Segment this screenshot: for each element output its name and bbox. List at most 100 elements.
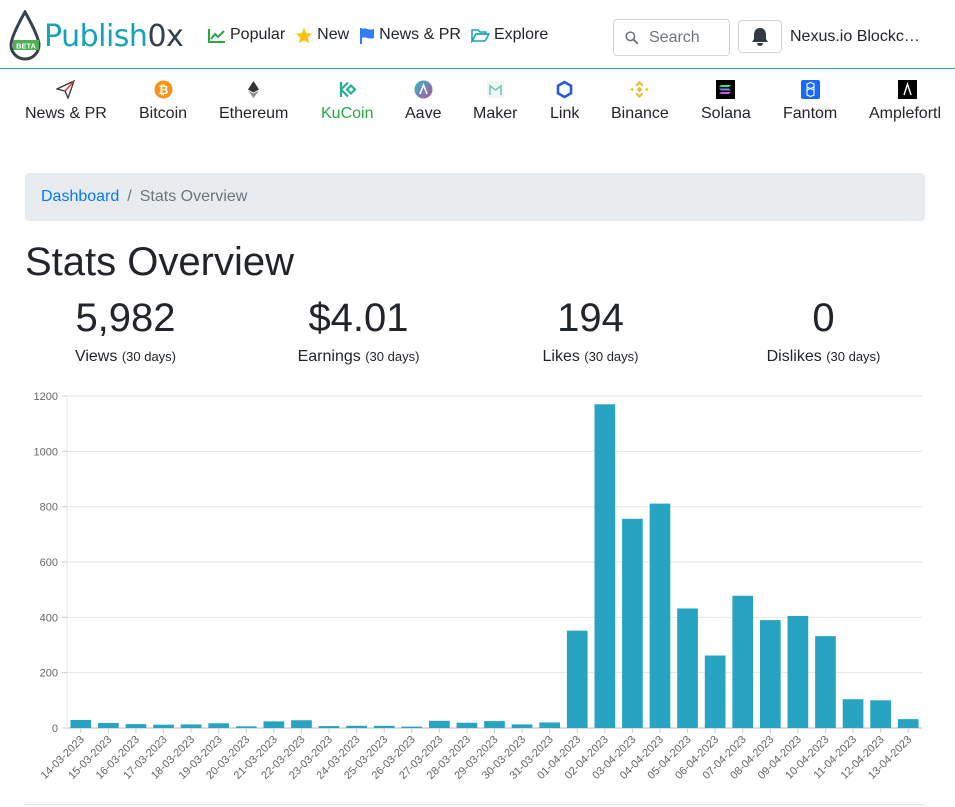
stat-views-value: 5,982	[75, 296, 176, 340]
kucoin-icon	[338, 80, 357, 99]
stat-earnings-label: Earnings (30 days)	[297, 348, 420, 365]
chainlink-icon	[555, 80, 574, 99]
maker-icon	[486, 80, 505, 99]
bar	[153, 724, 174, 728]
paper-plane-icon	[56, 80, 76, 99]
logo-wordmark: Publish0x	[44, 18, 184, 54]
page-title: Stats Overview	[25, 240, 294, 284]
notifications-button[interactable]	[738, 20, 782, 53]
coin-aave[interactable]: Aave	[405, 80, 441, 123]
coin-ethereum[interactable]: Ethereum	[219, 80, 288, 123]
bar	[787, 615, 809, 728]
stat-likes-value: 194	[557, 296, 624, 340]
ampleforth-icon	[898, 80, 918, 99]
bar	[870, 700, 891, 728]
coin-solana[interactable]: Solana	[701, 80, 751, 123]
bar	[842, 699, 864, 728]
bar	[594, 404, 616, 728]
y-tick-label: 0	[52, 723, 58, 735]
aave-icon	[414, 80, 433, 99]
binance-icon	[630, 80, 649, 99]
bar	[125, 724, 147, 728]
flag-icon	[360, 27, 375, 44]
bar	[98, 723, 119, 728]
bar	[318, 726, 340, 728]
bar	[759, 620, 781, 728]
fantom-icon	[800, 80, 820, 99]
bar	[235, 726, 257, 728]
nav-new[interactable]: New	[295, 26, 349, 44]
stat-earnings-value: $4.01	[308, 296, 409, 340]
bar	[704, 655, 726, 728]
ethereum-icon	[244, 80, 263, 99]
coin-binance[interactable]: Binance	[611, 80, 669, 123]
nav-news-pr[interactable]: News & PR	[359, 26, 461, 44]
bar	[815, 636, 836, 728]
bar	[649, 503, 671, 728]
bar	[180, 724, 202, 728]
bar	[511, 724, 533, 728]
stat-likes-label: Likes (30 days)	[542, 348, 639, 365]
coin-kucoin[interactable]: KuCoin	[321, 80, 373, 123]
views-bar-chart: 02004006008001000120014-03-202315-03-202…	[34, 391, 922, 782]
bar	[291, 720, 312, 728]
stat-dislikes-label: Dislikes (30 days)	[766, 348, 881, 365]
bar	[622, 518, 643, 728]
stat-dislikes-value: 0	[812, 296, 835, 340]
stat-views: 5,982 Views (30 days)	[13, 296, 238, 366]
stat-dislikes: 0 Dislikes (30 days)	[711, 296, 936, 366]
coin-ampleforth[interactable]: Ampleforth	[869, 80, 940, 123]
top-navbar: BETA Publish0x Popular New News & PR	[0, 0, 955, 69]
main-nav: Popular New News & PR Explore	[208, 26, 558, 44]
y-tick-label: 400	[40, 612, 58, 624]
search-box[interactable]	[613, 19, 730, 56]
logo-beta-badge: BETA	[16, 42, 36, 51]
star-icon	[296, 27, 313, 43]
nav-explore[interactable]: Explore	[470, 26, 548, 44]
bar	[263, 721, 285, 728]
bar	[897, 719, 919, 728]
logo-drop-icon: BETA	[9, 10, 41, 61]
search-input[interactable]	[649, 28, 729, 47]
bar	[732, 595, 754, 728]
breadcrumb: Dashboard / Stats Overview	[25, 173, 925, 221]
svg-text:₿: ₿	[158, 83, 168, 97]
bar	[539, 722, 561, 728]
y-tick-label: 800	[40, 502, 58, 514]
bar	[677, 608, 698, 728]
folder-open-icon	[470, 28, 490, 43]
divider	[25, 804, 925, 805]
account-menu[interactable]: Nexus.io Blockchain	[790, 28, 925, 45]
y-tick-label: 200	[40, 668, 58, 680]
bar	[401, 726, 423, 728]
breadcrumb-current: Stats Overview	[139, 188, 248, 205]
coin-news-pr[interactable]: News & PR	[25, 80, 107, 123]
coin-category-bar: News & PR ₿ Bitcoin Ethereum KuCoin Aave…	[0, 80, 940, 126]
solana-icon	[716, 80, 736, 99]
coin-maker[interactable]: Maker	[473, 80, 517, 123]
bitcoin-icon: ₿	[154, 80, 173, 99]
coin-link[interactable]: Link	[550, 80, 579, 123]
breadcrumb-separator: /	[127, 188, 132, 205]
bar	[373, 725, 395, 728]
bar	[456, 722, 478, 728]
bar	[346, 725, 367, 728]
nav-popular[interactable]: Popular	[208, 26, 285, 44]
search-icon	[625, 31, 638, 45]
y-tick-label: 1000	[34, 446, 58, 458]
bell-icon	[752, 27, 768, 46]
y-tick-label: 600	[40, 557, 58, 569]
coin-fantom[interactable]: Fantom	[783, 80, 837, 123]
stat-views-label: Views (30 days)	[74, 348, 177, 365]
bar	[428, 720, 450, 728]
y-tick-label: 1200	[34, 391, 58, 403]
chart-line-icon	[208, 28, 225, 43]
breadcrumb-dashboard-link[interactable]: Dashboard	[41, 188, 120, 205]
stat-earnings: $4.01 Earnings (30 days)	[246, 296, 471, 366]
bar	[566, 630, 588, 728]
coin-bitcoin[interactable]: ₿ Bitcoin	[139, 80, 187, 123]
bar	[70, 719, 92, 728]
publish0x-logo[interactable]: BETA Publish0x	[8, 10, 184, 62]
bar	[484, 721, 505, 728]
stat-likes: 194 Likes (30 days)	[478, 296, 703, 366]
